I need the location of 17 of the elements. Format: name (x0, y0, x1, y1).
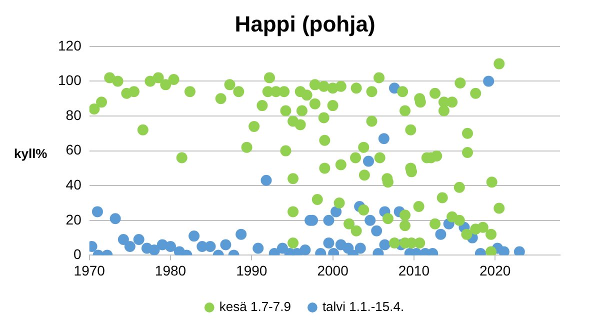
legend-label: talvi 1.1.-15.4. (322, 299, 404, 314)
x-tick-label: 1970 (74, 262, 106, 278)
y-tick-label: 80 (66, 106, 82, 123)
x-tick-label: 2020 (480, 262, 511, 278)
y-tick-label: 60 (66, 142, 82, 158)
y-axis-title: kyll% (14, 146, 48, 161)
x-tick-label: 1990 (236, 262, 268, 278)
chart-title: Happi (pohja) (234, 11, 376, 36)
y-tick-label: 120 (58, 37, 82, 54)
x-tick-label: 2000 (317, 262, 349, 278)
x-tick-label: 1980 (154, 262, 186, 278)
legend-label: kesä 1.7-7.9 (219, 299, 291, 314)
y-tick-label: 100 (58, 72, 82, 88)
y-tick-label: 0 (74, 246, 82, 262)
x-tick-label: 2010 (398, 262, 430, 278)
y-tick-label: 20 (66, 211, 82, 228)
y-tick-label: 40 (66, 176, 82, 192)
